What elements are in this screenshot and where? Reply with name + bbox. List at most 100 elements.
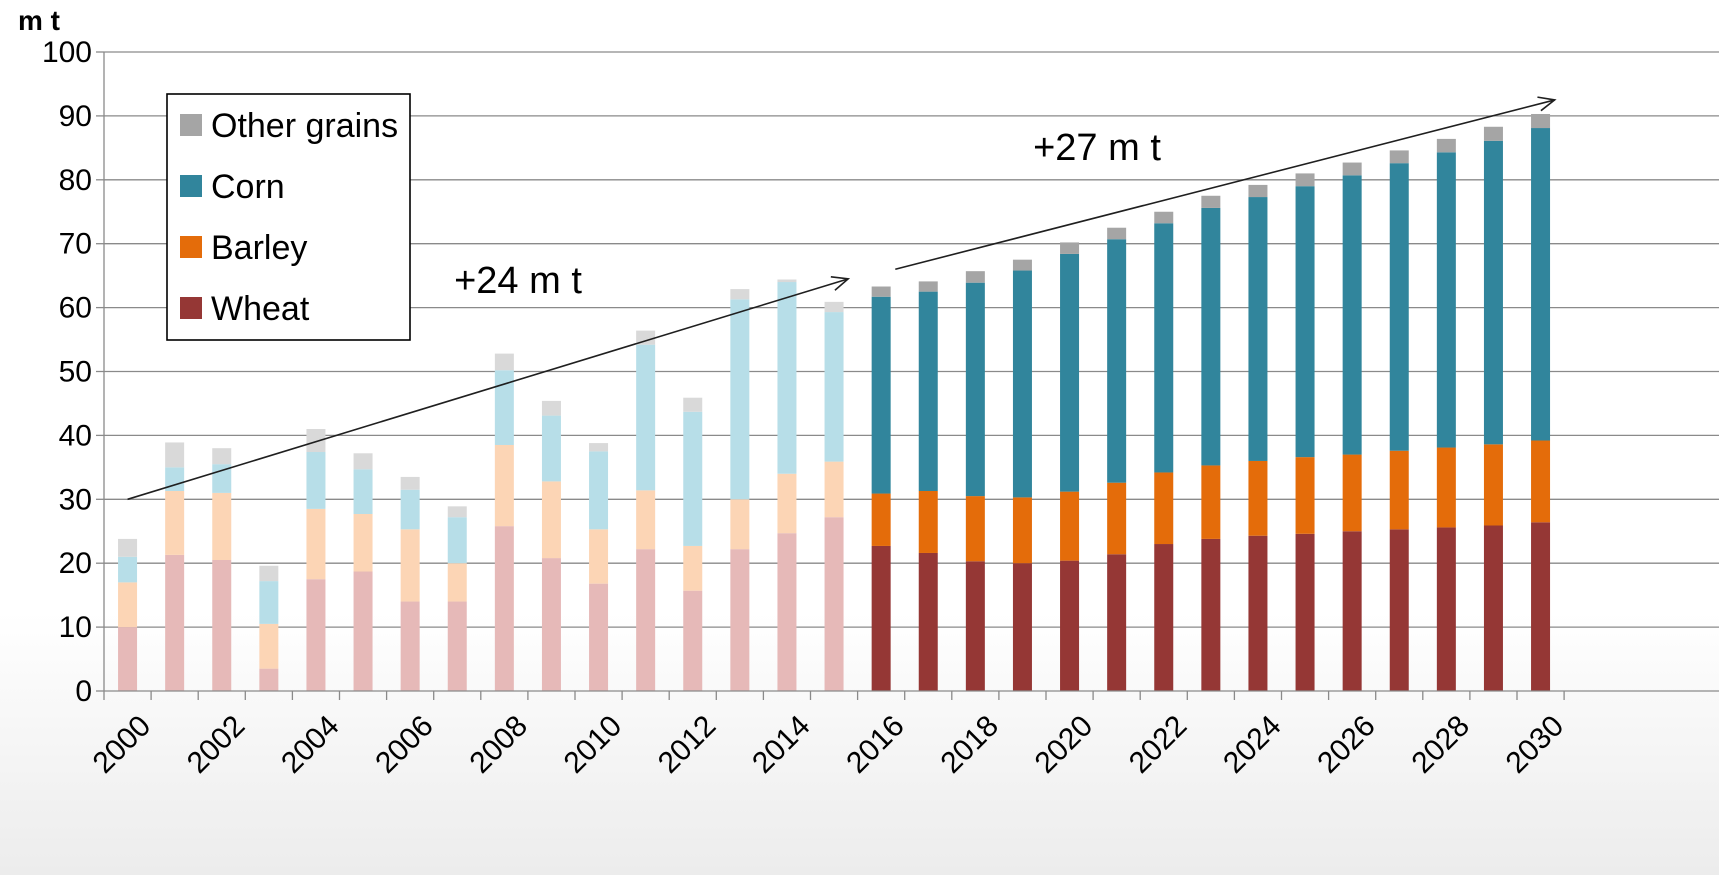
bar-corn-2012: [683, 411, 703, 546]
y-tick-label: 10: [59, 611, 92, 644]
bar-corn-2008: [494, 370, 514, 445]
y-tick-label: 90: [59, 100, 92, 133]
bar-barley-2030: [1531, 440, 1551, 523]
bar-barley-2028: [1436, 447, 1456, 528]
bar-other-grains-2026: [1342, 162, 1362, 176]
bar-wheat-2001: [165, 554, 185, 691]
bar-barley-2011: [636, 490, 656, 550]
y-tick-label: 70: [59, 228, 92, 261]
bar-barley-2026: [1342, 454, 1362, 532]
bar-other-grains-2021: [1107, 227, 1127, 240]
y-tick-label: 40: [59, 419, 92, 452]
x-tick-label: 2002: [181, 709, 252, 780]
bar-corn-2024: [1248, 197, 1268, 461]
bar-barley-2025: [1295, 457, 1315, 534]
x-tick-label: 2000: [87, 709, 158, 780]
legend-swatch-barley: [180, 236, 202, 258]
bar-barley-2005: [353, 513, 373, 572]
trend-arrow: [127, 276, 851, 501]
bar-barley-2014: [777, 473, 797, 534]
bar-other-grains-2001: [165, 442, 185, 468]
bar-other-grains-2022: [1154, 211, 1174, 224]
bar-barley-2002: [212, 492, 232, 561]
bar-wheat-2007: [447, 601, 467, 691]
bar-barley-2012: [683, 545, 703, 591]
bar-wheat-2005: [353, 571, 373, 691]
bar-other-grains-2004: [306, 429, 326, 453]
bar-corn-2017: [918, 291, 938, 491]
bar-other-grains-2011: [636, 330, 656, 345]
bar-other-grains-2002: [212, 448, 232, 465]
bar-wheat-2006: [400, 601, 420, 691]
bar-corn-2022: [1154, 223, 1174, 473]
legend-label-corn: Corn: [211, 168, 285, 206]
bar-wheat-2028: [1436, 527, 1456, 691]
x-tick-label: 2008: [463, 709, 534, 780]
bar-corn-2016: [871, 296, 891, 494]
legend-swatch-wheat: [180, 297, 202, 319]
bar-other-grains-2005: [353, 453, 373, 470]
bar-wheat-2015: [824, 517, 844, 691]
bar-barley-2021: [1107, 482, 1127, 555]
bar-barley-2001: [165, 490, 185, 555]
bar-other-grains-2014: [777, 279, 797, 283]
x-tick-label: 2010: [558, 709, 629, 780]
x-tick-label: 2018: [934, 709, 1005, 780]
bar-other-grains-2020: [1060, 242, 1080, 254]
bar-barley-2020: [1060, 491, 1080, 561]
bar-other-grains-2027: [1389, 150, 1409, 164]
trend-annotations: +24 m t +27 m t: [127, 96, 1557, 501]
trend-label: +27 m t: [1033, 127, 1161, 169]
bar-wheat-2021: [1107, 554, 1127, 691]
x-tick-label: 2004: [275, 709, 346, 780]
y-axis-unit-label: m t: [18, 5, 60, 36]
y-tick-label: 60: [59, 292, 92, 325]
bar-corn-2029: [1483, 140, 1503, 445]
bar-corn-2018: [965, 282, 985, 497]
y-tick-label: 20: [59, 547, 92, 580]
bar-other-grains-2018: [965, 271, 985, 283]
bar-other-grains-2019: [1012, 259, 1032, 271]
bar-other-grains-2028: [1436, 138, 1456, 153]
bar-other-grains-2030: [1531, 113, 1551, 129]
bar-wheat-2030: [1531, 522, 1551, 691]
bar-corn-2020: [1060, 253, 1080, 492]
y-tick-label: 30: [59, 483, 92, 516]
bar-barley-2000: [118, 582, 138, 628]
bar-corn-2023: [1201, 207, 1221, 466]
bar-other-grains-2015: [824, 301, 844, 313]
bar-barley-2019: [1012, 497, 1032, 564]
trend-arrow: [895, 96, 1557, 271]
bar-wheat-2024: [1248, 535, 1268, 691]
bar-other-grains-2000: [118, 538, 138, 557]
x-tick-label: 2028: [1405, 709, 1476, 780]
bar-wheat-2022: [1154, 544, 1174, 691]
legend-box: [166, 93, 411, 341]
y-tick-labels: 0 10 20 30 40 50 60 70 80 90 100: [42, 36, 92, 708]
bars: [118, 113, 1551, 691]
bar-barley-2004: [306, 508, 326, 580]
bar-wheat-2003: [259, 668, 279, 691]
bar-wheat-2011: [636, 549, 656, 691]
bar-corn-2005: [353, 469, 373, 514]
bar-corn-2019: [1012, 270, 1032, 498]
bar-corn-2026: [1342, 175, 1362, 455]
bar-barley-2003: [259, 623, 279, 669]
x-tick-label: 2026: [1311, 709, 1382, 780]
x-tick-label: 2012: [652, 709, 723, 780]
bar-barley-2007: [447, 563, 467, 602]
x-tick-label: 2014: [746, 709, 817, 780]
bar-corn-2014: [777, 282, 797, 474]
legend-label-wheat: Wheat: [211, 290, 310, 328]
x-tick-labels: 2000 2002 2004 2006 2008 2010 2012 2014 2016 2018…: [87, 709, 1571, 780]
bar-corn-2007: [447, 517, 467, 564]
bar-other-grains-2007: [447, 506, 467, 518]
bar-wheat-2020: [1060, 560, 1080, 691]
bar-barley-2009: [541, 481, 561, 559]
bar-barley-2010: [589, 529, 609, 584]
bar-barley-2018: [965, 496, 985, 562]
bar-corn-2027: [1389, 163, 1409, 451]
bar-other-grains-2017: [918, 281, 938, 292]
bar-wheat-2008: [494, 526, 514, 691]
bar-corn-2009: [541, 415, 561, 482]
